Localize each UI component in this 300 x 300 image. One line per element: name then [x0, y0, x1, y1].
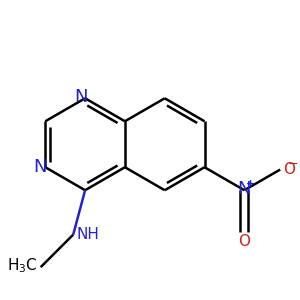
Text: N: N: [33, 158, 47, 176]
Text: H$_3$C: H$_3$C: [7, 256, 38, 275]
Text: −: −: [288, 158, 298, 171]
Text: N: N: [238, 180, 251, 198]
Text: +: +: [246, 179, 255, 189]
Text: N: N: [74, 88, 88, 106]
Text: O: O: [238, 235, 250, 250]
Text: O: O: [283, 162, 295, 177]
Text: NH: NH: [76, 227, 99, 242]
